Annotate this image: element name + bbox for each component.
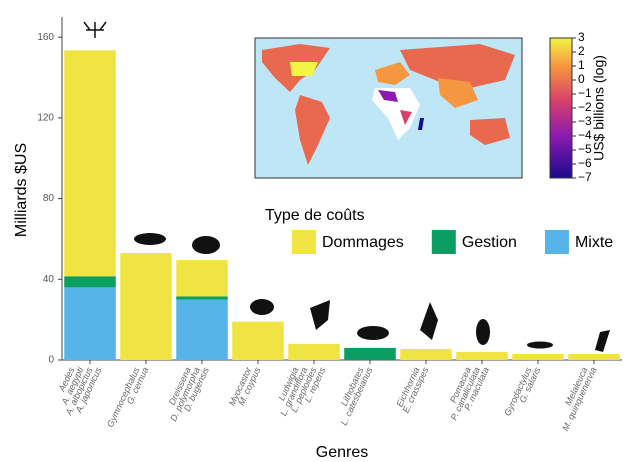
legend-label: Mixte: [575, 234, 613, 251]
bar-segment: [400, 348, 452, 360]
legend-swatch: [544, 230, 569, 254]
bar-segment: [176, 299, 228, 360]
colorbar-tick-label: −4: [578, 128, 592, 142]
colorbar: [549, 37, 573, 179]
colorbar-tick-label: −3: [578, 114, 592, 128]
y-tick-label: 0: [48, 355, 54, 366]
y-tick-label: 120: [37, 113, 54, 124]
bar-segment: [568, 353, 620, 360]
legend-label: Gestion: [462, 234, 517, 251]
bar-segment: [288, 343, 340, 360]
colorbar-tick-label: −6: [578, 156, 592, 170]
colorbar-tick-label: 0: [578, 72, 585, 86]
bar-segment: [64, 276, 116, 288]
x-axis-title: Genres: [316, 444, 368, 461]
bar-segment: [120, 253, 172, 360]
bar-segment: [64, 50, 116, 277]
y-tick-label: 80: [43, 193, 55, 204]
bar-segment: [344, 347, 396, 360]
bar-segment: [176, 296, 228, 300]
colorbar-tick-label: −1: [578, 86, 592, 100]
colorbar-tick-label: 3: [578, 30, 585, 44]
legend-swatch: [292, 230, 316, 254]
colorbar-tick-label: −7: [578, 170, 592, 184]
colorbar-tick-label: −5: [578, 142, 592, 156]
y-axis-title: Milliards $US: [13, 143, 30, 237]
y-tick-label: 40: [43, 274, 55, 285]
silhouettes: [83, 21, 610, 352]
colorbar-tick-label: 2: [578, 44, 585, 58]
legend-title: Type de coûts: [265, 207, 365, 224]
bar-segment: [176, 260, 228, 297]
y-tick-label: 160: [37, 32, 54, 43]
colorbar-tick-label: −2: [578, 100, 592, 114]
colorbar-tick-label: 1: [578, 58, 585, 72]
bar-segment: [512, 353, 564, 360]
legend-label: Dommages: [322, 234, 404, 251]
inset-map: [254, 37, 523, 179]
bar-segment: [64, 287, 116, 360]
legend-swatch: [431, 230, 456, 254]
colorbar-title: US$ billions (log): [591, 55, 607, 161]
bar-segment: [232, 321, 284, 360]
bar-segment: [456, 351, 508, 360]
